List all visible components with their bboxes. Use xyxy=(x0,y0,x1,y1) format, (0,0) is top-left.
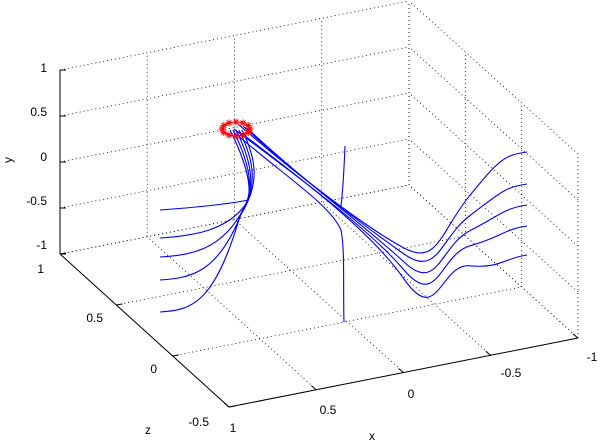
side-wall-grid-line xyxy=(408,184,579,339)
trajectory-right xyxy=(233,128,528,285)
side-wall-grid-line xyxy=(408,92,579,247)
floor-grid-line xyxy=(116,235,466,306)
trajectory-left xyxy=(159,129,255,313)
x-tick-label: -0.5 xyxy=(501,366,522,380)
y-axis-label: y xyxy=(1,157,15,163)
z-axis-line xyxy=(59,253,230,408)
z-tick-label: 0.5 xyxy=(86,311,103,325)
y-tick-label: 0.5 xyxy=(30,105,47,119)
start-markers xyxy=(218,118,254,140)
start-marker xyxy=(220,122,228,129)
z-tick-label: 1 xyxy=(37,262,44,276)
start-marker xyxy=(232,132,240,140)
y-tick-labels: 1 0.5 0 -0.5 -1 xyxy=(26,61,47,252)
side-wall-grid-line xyxy=(408,0,579,155)
grid xyxy=(59,0,579,408)
start-marker xyxy=(225,119,233,127)
floor-grid-line xyxy=(321,201,492,356)
floor-grid-line xyxy=(234,219,404,373)
start-marker xyxy=(239,131,247,139)
start-marker xyxy=(244,122,252,129)
back-wall-grid-line xyxy=(59,46,410,117)
side-wall-grid-line xyxy=(408,46,579,201)
trajectory-right xyxy=(246,127,528,274)
trajectory-left xyxy=(159,129,253,281)
x-tick-label: 0.5 xyxy=(320,403,337,417)
z-tick-mark xyxy=(172,354,179,357)
x-tick-mark xyxy=(572,333,579,339)
z-tick-mark xyxy=(228,405,236,408)
side-wall-grid-line xyxy=(408,138,579,293)
z-tick-label: -0.5 xyxy=(188,415,209,429)
z-tick-mark xyxy=(116,303,123,306)
x-tick-mark xyxy=(223,402,230,408)
z-tick-label: 0 xyxy=(150,362,157,376)
x-tick-mark xyxy=(398,368,404,373)
floor-grid-line xyxy=(172,286,522,357)
back-wall-grid-line xyxy=(59,92,410,163)
back-wall-grid-line xyxy=(59,138,410,209)
trajectory-right xyxy=(239,131,528,298)
back-wall-grid-line xyxy=(59,184,410,255)
start-marker xyxy=(239,119,247,127)
trajectory-left xyxy=(159,129,250,211)
x-axis-label: x xyxy=(369,429,375,442)
z-tick-labels: 1 0.5 0 -0.5 xyxy=(37,262,209,429)
trajectories xyxy=(159,123,528,323)
y-tick-label: -1 xyxy=(36,238,47,252)
trajectory-right xyxy=(237,123,528,254)
x-tick-mark xyxy=(310,385,317,391)
start-marker xyxy=(232,118,240,126)
floor-grid-line xyxy=(146,236,317,391)
x-tick-mark xyxy=(485,350,492,356)
trajectory-stub xyxy=(340,145,346,207)
y-tick-label: 0 xyxy=(40,150,47,164)
y-tick-label: 1 xyxy=(40,61,47,75)
x-tick-label: 1 xyxy=(230,421,237,435)
axes xyxy=(59,69,579,408)
x-tick-labels: 1 0.5 0 -0.5 -1 xyxy=(230,350,598,435)
start-marker xyxy=(225,131,233,139)
z-axis-label: z xyxy=(145,423,151,437)
trajectory-left xyxy=(159,129,252,258)
start-marker xyxy=(244,129,252,136)
trajectory-center xyxy=(235,133,345,323)
x-tick-label: -1 xyxy=(587,350,598,364)
y-tick-label: -0.5 xyxy=(26,194,47,208)
x-tick-label: 0 xyxy=(408,387,415,401)
back-wall-grid-line xyxy=(59,0,410,71)
floor-grid-line xyxy=(408,184,579,339)
